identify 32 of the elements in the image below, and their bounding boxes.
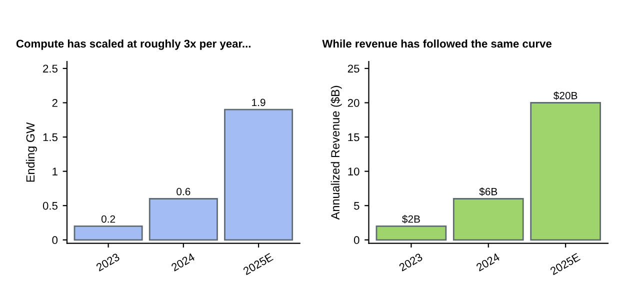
y-tick-label: 1.5 [43, 133, 58, 142]
bar [376, 225, 447, 241]
data-label: 0.6 [176, 188, 190, 196]
x-tick-label: 2023 [96, 252, 120, 272]
y-tick-label: 2.5 [43, 64, 58, 73]
data-label: 0.2 [101, 215, 116, 223]
y-tick-label: 10 [348, 168, 360, 176]
x-tick-label: 2024 [476, 252, 500, 272]
bar [452, 198, 524, 241]
y-tick-label: 2 [52, 99, 58, 107]
y-tick-label: 5 [354, 202, 360, 210]
chart-title: While revenue has followed the same curve [322, 39, 552, 48]
y-tick-label: 0 [354, 236, 360, 244]
bar [148, 198, 218, 241]
data-label: $20B [554, 91, 578, 100]
x-tick-label: 2024 [170, 252, 196, 272]
bar [224, 108, 294, 241]
y-tick-label: 1 [52, 168, 58, 176]
y-tick-label: 0.5 [42, 202, 58, 210]
data-label: $6B [479, 187, 498, 196]
y-axis-title: Ending GW [26, 122, 37, 182]
y-tick-label: 0 [52, 236, 58, 244]
bar [530, 102, 601, 241]
x-tick-label: 2023 [398, 252, 423, 272]
y-tick-label: 20 [348, 99, 360, 107]
data-label: $2B [402, 214, 420, 224]
bar [74, 225, 143, 241]
y-axis-title: Annualized Revenue ($B) [330, 86, 342, 220]
data-label: 1.9 [252, 98, 266, 106]
chart-title: Compute has scaled at roughly 3x per year... [16, 39, 250, 50]
y-tick-label: 15 [348, 133, 360, 142]
y-tick-label: 25 [348, 64, 360, 73]
